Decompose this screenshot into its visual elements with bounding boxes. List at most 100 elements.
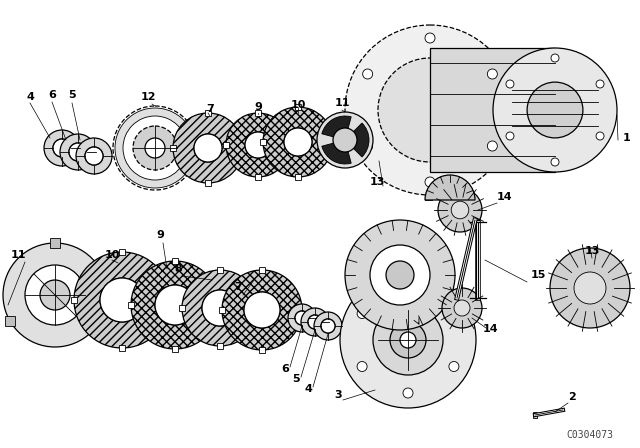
- Circle shape: [487, 141, 497, 151]
- Circle shape: [333, 128, 357, 152]
- Circle shape: [451, 201, 468, 219]
- Circle shape: [386, 261, 414, 289]
- Bar: [50, 238, 60, 248]
- Circle shape: [100, 278, 144, 322]
- Circle shape: [449, 309, 459, 319]
- Bar: [119, 345, 125, 351]
- Bar: [299, 307, 305, 313]
- Circle shape: [3, 243, 107, 347]
- Circle shape: [373, 305, 443, 375]
- Text: 13: 13: [584, 246, 600, 256]
- Circle shape: [340, 272, 476, 408]
- Wedge shape: [301, 308, 329, 336]
- Circle shape: [493, 48, 617, 172]
- Text: 4: 4: [26, 92, 34, 102]
- Circle shape: [245, 132, 271, 158]
- Bar: [259, 347, 265, 353]
- Circle shape: [403, 388, 413, 398]
- Bar: [71, 297, 77, 303]
- Wedge shape: [182, 270, 258, 346]
- Bar: [167, 297, 173, 303]
- Text: 14: 14: [497, 192, 513, 202]
- Text: 9: 9: [156, 230, 164, 240]
- Circle shape: [194, 134, 222, 162]
- Text: 11: 11: [10, 250, 26, 260]
- Text: 14: 14: [482, 324, 498, 334]
- Text: 7: 7: [234, 282, 242, 292]
- Circle shape: [133, 126, 177, 170]
- Text: 3: 3: [334, 390, 342, 400]
- Circle shape: [596, 132, 604, 140]
- Circle shape: [574, 272, 606, 304]
- Bar: [95, 316, 105, 326]
- Bar: [219, 307, 225, 313]
- Wedge shape: [44, 130, 80, 166]
- Wedge shape: [222, 270, 302, 350]
- Text: 8: 8: [174, 264, 182, 274]
- Wedge shape: [115, 108, 195, 188]
- Circle shape: [442, 288, 482, 328]
- Bar: [119, 249, 125, 255]
- Circle shape: [551, 54, 559, 62]
- Bar: [330, 139, 336, 145]
- Circle shape: [317, 112, 373, 168]
- Bar: [223, 142, 229, 148]
- Wedge shape: [288, 304, 316, 332]
- Circle shape: [363, 141, 372, 151]
- Circle shape: [551, 158, 559, 166]
- Circle shape: [85, 147, 103, 165]
- Circle shape: [284, 128, 312, 156]
- Circle shape: [345, 25, 515, 195]
- Bar: [255, 174, 261, 180]
- Circle shape: [487, 69, 497, 79]
- Bar: [128, 302, 134, 308]
- Circle shape: [357, 362, 367, 371]
- Circle shape: [40, 280, 70, 310]
- Circle shape: [438, 188, 482, 232]
- Text: 10: 10: [104, 250, 120, 260]
- Bar: [172, 258, 178, 264]
- Circle shape: [345, 220, 455, 330]
- Text: 5: 5: [292, 374, 300, 384]
- Text: 6: 6: [281, 364, 289, 374]
- Bar: [179, 305, 185, 311]
- Text: 12: 12: [140, 92, 156, 102]
- Bar: [260, 139, 266, 145]
- Bar: [295, 174, 301, 180]
- Circle shape: [113, 106, 197, 190]
- Circle shape: [425, 33, 435, 43]
- Bar: [205, 110, 211, 116]
- Bar: [259, 267, 265, 273]
- Text: 6: 6: [48, 90, 56, 100]
- Bar: [205, 180, 211, 186]
- Bar: [5, 316, 15, 326]
- Circle shape: [425, 177, 435, 187]
- Text: 15: 15: [531, 270, 546, 280]
- Circle shape: [506, 132, 514, 140]
- Circle shape: [308, 315, 322, 329]
- Bar: [217, 343, 223, 349]
- Wedge shape: [76, 138, 112, 174]
- Wedge shape: [60, 134, 96, 170]
- Circle shape: [400, 332, 416, 348]
- Text: 1: 1: [623, 133, 631, 143]
- Text: C0304073: C0304073: [566, 430, 614, 440]
- Text: 4: 4: [304, 384, 312, 394]
- Wedge shape: [345, 123, 369, 157]
- Text: 10: 10: [291, 100, 306, 110]
- Wedge shape: [74, 252, 170, 348]
- Circle shape: [321, 319, 335, 333]
- Circle shape: [527, 82, 583, 138]
- Polygon shape: [533, 412, 537, 418]
- Bar: [287, 142, 293, 148]
- Circle shape: [155, 285, 195, 325]
- Circle shape: [403, 282, 413, 292]
- Wedge shape: [425, 175, 475, 200]
- Circle shape: [202, 290, 238, 326]
- Bar: [170, 145, 176, 151]
- Text: 11: 11: [334, 98, 349, 108]
- Circle shape: [363, 69, 372, 79]
- Bar: [216, 302, 222, 308]
- Wedge shape: [314, 312, 342, 340]
- Circle shape: [596, 80, 604, 88]
